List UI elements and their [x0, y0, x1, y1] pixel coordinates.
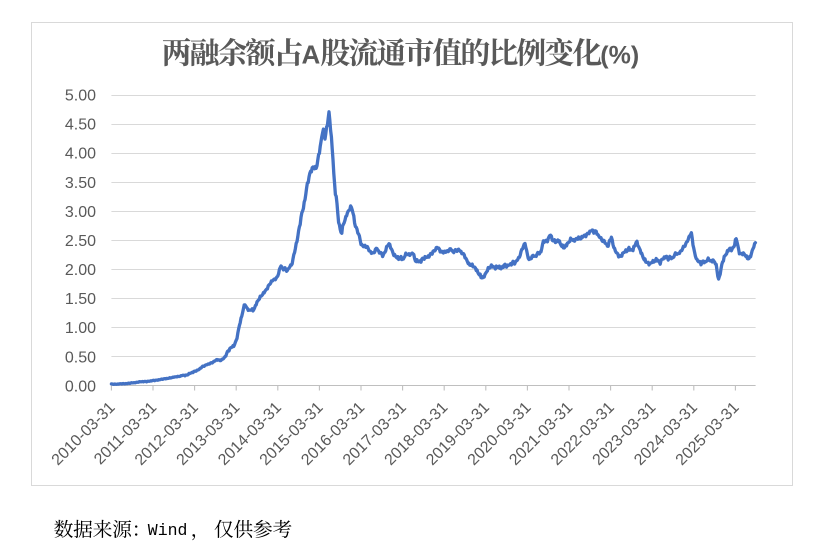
svg-text:(%): (%): [600, 42, 639, 70]
svg-text:5.00: 5.00: [65, 88, 96, 105]
svg-text:A: A: [302, 40, 321, 70]
svg-text:2.50: 2.50: [65, 233, 96, 250]
svg-text:4.00: 4.00: [65, 146, 96, 163]
svg-text:1.50: 1.50: [65, 291, 96, 308]
svg-text:3.50: 3.50: [65, 175, 96, 192]
svg-text:4.50: 4.50: [65, 117, 96, 134]
svg-text:Wind: Wind: [148, 521, 188, 540]
svg-text:2.00: 2.00: [65, 262, 96, 279]
svg-text:3.00: 3.00: [65, 204, 96, 221]
svg-text:0.00: 0.00: [65, 378, 96, 395]
svg-text:1.00: 1.00: [65, 320, 96, 337]
svg-text:0.50: 0.50: [65, 349, 96, 366]
